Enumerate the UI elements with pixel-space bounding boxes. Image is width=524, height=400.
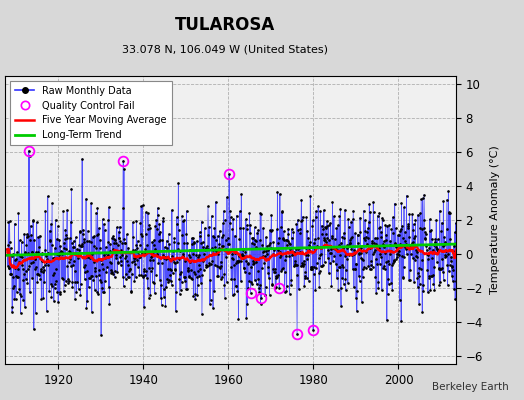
Text: TULAROSA: TULAROSA [175, 16, 276, 34]
Text: Berkeley Earth: Berkeley Earth [432, 382, 508, 392]
Text: 33.078 N, 106.049 W (United States): 33.078 N, 106.049 W (United States) [122, 44, 329, 54]
Y-axis label: Temperature Anomaly (°C): Temperature Anomaly (°C) [490, 146, 500, 294]
Legend: Raw Monthly Data, Quality Control Fail, Five Year Moving Average, Long-Term Tren: Raw Monthly Data, Quality Control Fail, … [10, 81, 171, 145]
